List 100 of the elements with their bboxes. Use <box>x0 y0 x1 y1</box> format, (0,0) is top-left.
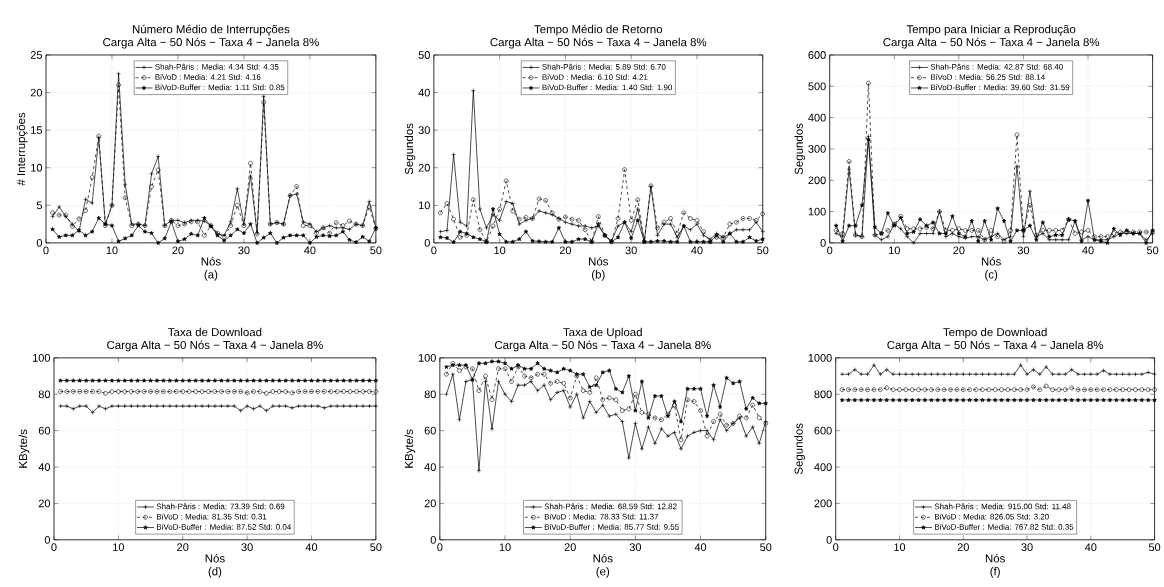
y-tick-label: 50 <box>418 51 430 59</box>
x-tick-label: 10 <box>889 246 900 255</box>
x-tick-label: 10 <box>494 246 506 255</box>
chart-subtitle: Carga Alta − 50 Nós − Taxa 4 − Janela 8% <box>490 37 707 49</box>
y-axis-title: # Interrupções <box>16 112 28 186</box>
text: (f) <box>990 567 1000 578</box>
chart-subtitle: Carga Alta − 50 Nós − Taxa 4 − Janela 8% <box>103 37 319 49</box>
y-tick-label: 25 <box>30 51 42 59</box>
x-tick-label: 0 <box>51 543 57 552</box>
y-tick-label: 80 <box>424 390 436 399</box>
y-axis-title: KByte/s <box>404 429 416 468</box>
x-axis-title: Nós <box>205 554 225 563</box>
y-axis-title: Segundos <box>794 423 805 475</box>
y-tick-label: 0 <box>424 239 430 247</box>
y-tick-label: 60 <box>424 426 436 435</box>
x-axis-title: Nós <box>589 257 609 266</box>
y-tick-label: 30 <box>418 126 430 135</box>
x-tick-label: 30 <box>1021 543 1033 552</box>
x-tick-label: 50 <box>760 543 772 552</box>
y-tick-label: 40 <box>424 463 436 472</box>
x-tick-label: 30 <box>629 543 642 552</box>
y-tick-label: 40 <box>418 88 430 97</box>
x-tick-label: 10 <box>894 543 906 552</box>
y-tick-label: 600 <box>808 51 826 59</box>
y-tick-label: 10 <box>418 201 430 210</box>
text: (e) <box>596 567 610 578</box>
y-tick-label: 800 <box>814 390 832 399</box>
x-tick-label: 40 <box>1084 543 1097 552</box>
y-tick-label: 20 <box>38 499 51 508</box>
x-tick-label: 30 <box>241 543 253 552</box>
y-tick-label: 400 <box>808 113 826 122</box>
x-axis-title: Nós <box>985 554 1005 563</box>
text: (a) <box>204 270 218 281</box>
x-tick-label: 50 <box>370 246 382 255</box>
x-tick-label: 20 <box>957 543 969 552</box>
y-tick-label: 60 <box>38 426 51 435</box>
chart-subtitle: Carga Alta − 50 Nós − Taxa 4 − Janela 8% <box>107 340 323 352</box>
x-tick-label: 20 <box>564 543 576 552</box>
y-tick-label: 0 <box>430 536 436 544</box>
chart-title: Tempo para Iniciar a Reprodução <box>906 24 1076 36</box>
y-tick-label: 100 <box>418 354 436 362</box>
x-tick-label: 50 <box>1148 543 1161 552</box>
y-tick-label: 400 <box>814 463 832 472</box>
y-axis-title: Segundos <box>404 123 416 175</box>
x-tick-label: 50 <box>757 246 769 255</box>
y-tick-label: 300 <box>808 145 826 153</box>
x-tick-label: 10 <box>106 246 118 255</box>
x-tick-label: 30 <box>625 246 637 255</box>
y-tick-label: 0 <box>820 239 826 247</box>
y-tick-label: 200 <box>808 176 826 185</box>
x-tick-label: 30 <box>238 246 250 255</box>
chart-subtitle: Carga Alta − 50 Nós − Taxa 4 − Janela 8% <box>883 37 1100 49</box>
x-tick-label: 40 <box>304 246 316 255</box>
x-tick-label: 30 <box>1017 246 1030 255</box>
x-axis-title: Nós <box>593 554 613 563</box>
chart-title: Tempo de Download <box>943 327 1047 339</box>
x-tick-label: 40 <box>305 543 318 552</box>
text: (b) <box>592 270 605 281</box>
text: (d) <box>208 567 222 578</box>
x-tick-label: 20 <box>172 246 184 255</box>
y-tick-label: 40 <box>38 463 51 472</box>
y-tick-label: 0 <box>826 536 832 544</box>
x-tick-label: 40 <box>691 246 703 255</box>
y-tick-label: 500 <box>808 82 826 91</box>
chart-title: Tempo Médio de Retorno <box>534 24 663 36</box>
x-axis-title: Nós <box>981 257 1001 266</box>
y-tick-label: 0 <box>44 536 51 544</box>
x-axis-title: Nós <box>201 257 221 266</box>
x-tick-label: 0 <box>833 543 839 552</box>
chart-subtitle: Carga Alta − 50 Nós − Taxa 4 − Janela 8% <box>494 340 711 352</box>
x-tick-label: 50 <box>1146 246 1159 255</box>
x-tick-label: 50 <box>370 543 382 552</box>
x-tick-label: 20 <box>559 246 572 255</box>
chart-subtitle: Carga Alta − 50 Nós − Taxa 4 − Janela 8% <box>887 340 1104 352</box>
x-tick-label: 20 <box>953 246 965 255</box>
text: (c) <box>985 270 998 281</box>
chart-title: Número Médio de Interrupções <box>132 24 290 36</box>
y-tick-label: 5 <box>36 201 43 210</box>
x-tick-label: 20 <box>177 543 189 552</box>
x-tick-label: 0 <box>437 543 443 552</box>
x-tick-label: 10 <box>499 543 511 552</box>
y-tick-label: 20 <box>418 163 430 172</box>
y-axis-title: KByte/s <box>18 429 30 468</box>
y-tick-label: 100 <box>808 207 826 216</box>
y-tick-label: 15 <box>31 126 42 135</box>
y-tick-label: 80 <box>38 390 51 399</box>
chart-title: Taxa de Download <box>168 327 262 337</box>
y-tick-label: 20 <box>30 88 43 97</box>
x-tick-label: 40 <box>1082 246 1094 255</box>
y-tick-label: 200 <box>814 499 832 508</box>
y-tick-label: 100 <box>33 354 51 362</box>
y-tick-label: 1000 <box>808 354 832 362</box>
y-tick-label: 20 <box>424 499 436 508</box>
x-tick-label: 10 <box>113 543 125 552</box>
y-tick-label: 10 <box>31 163 43 172</box>
y-axis-title: Segundos <box>794 123 806 175</box>
chart-title: Taxa de Upload <box>563 327 642 339</box>
x-tick-label: 40 <box>694 543 707 552</box>
y-tick-label: 0 <box>36 239 43 247</box>
y-tick-label: 600 <box>814 426 832 435</box>
